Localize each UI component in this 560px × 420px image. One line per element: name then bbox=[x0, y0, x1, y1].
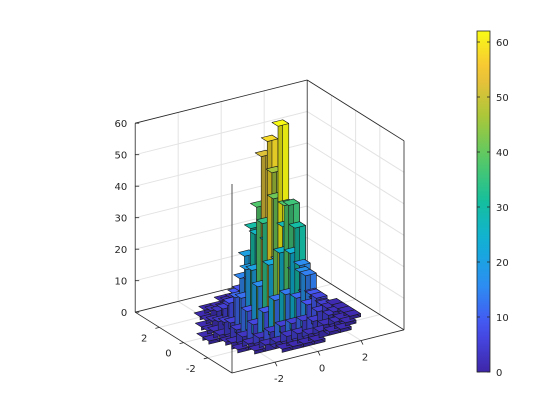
y-tick-mark bbox=[203, 357, 208, 360]
z-tick-label: 50 bbox=[114, 151, 127, 162]
x-tick-label: -2 bbox=[274, 374, 284, 385]
axes-box-edge bbox=[306, 79, 405, 142]
z-tick-label: 20 bbox=[114, 245, 127, 256]
colorbar-tick-label: 0 bbox=[496, 368, 502, 379]
y-tick-label: -2 bbox=[186, 364, 196, 375]
z-tick-label: 60 bbox=[114, 119, 127, 130]
histogram-bar bbox=[343, 309, 361, 320]
x-tick-mark bbox=[360, 340, 364, 345]
y-tick-label: 0 bbox=[165, 349, 171, 360]
x-tick-mark bbox=[317, 351, 321, 356]
colorbar-tick-label: 30 bbox=[496, 203, 509, 214]
colorbar-tick-label: 60 bbox=[496, 38, 509, 49]
y-tick-mark bbox=[155, 327, 160, 329]
colorbar-gradient bbox=[476, 30, 491, 373]
colorbar-tick-label: 40 bbox=[496, 148, 509, 159]
z-tick-label: 0 bbox=[121, 308, 127, 319]
colorbar-tick-label: 10 bbox=[496, 313, 509, 324]
bars bbox=[193, 119, 361, 355]
y-tick-mark bbox=[179, 342, 184, 344]
x-tick-label: 2 bbox=[362, 353, 368, 364]
colorbar-tick-label: 50 bbox=[496, 93, 509, 104]
x-tick-label: 0 bbox=[319, 363, 325, 374]
z-tick-label: 40 bbox=[114, 182, 127, 193]
z-tick-label: 30 bbox=[114, 214, 127, 225]
z-tick-label: 10 bbox=[114, 277, 127, 288]
axes-ticks: 0 10 20 30 40 50 60 -2 0 2 -2 0 2 bbox=[114, 119, 368, 385]
colorbar: 0 10 20 30 40 50 60 bbox=[476, 30, 509, 379]
colorbar-tick-label: 20 bbox=[496, 258, 509, 269]
y-tick-label: 2 bbox=[141, 333, 147, 344]
axes-box-edge bbox=[135, 79, 308, 124]
x-tick-mark bbox=[274, 362, 278, 367]
axes-box-edge bbox=[306, 268, 405, 331]
